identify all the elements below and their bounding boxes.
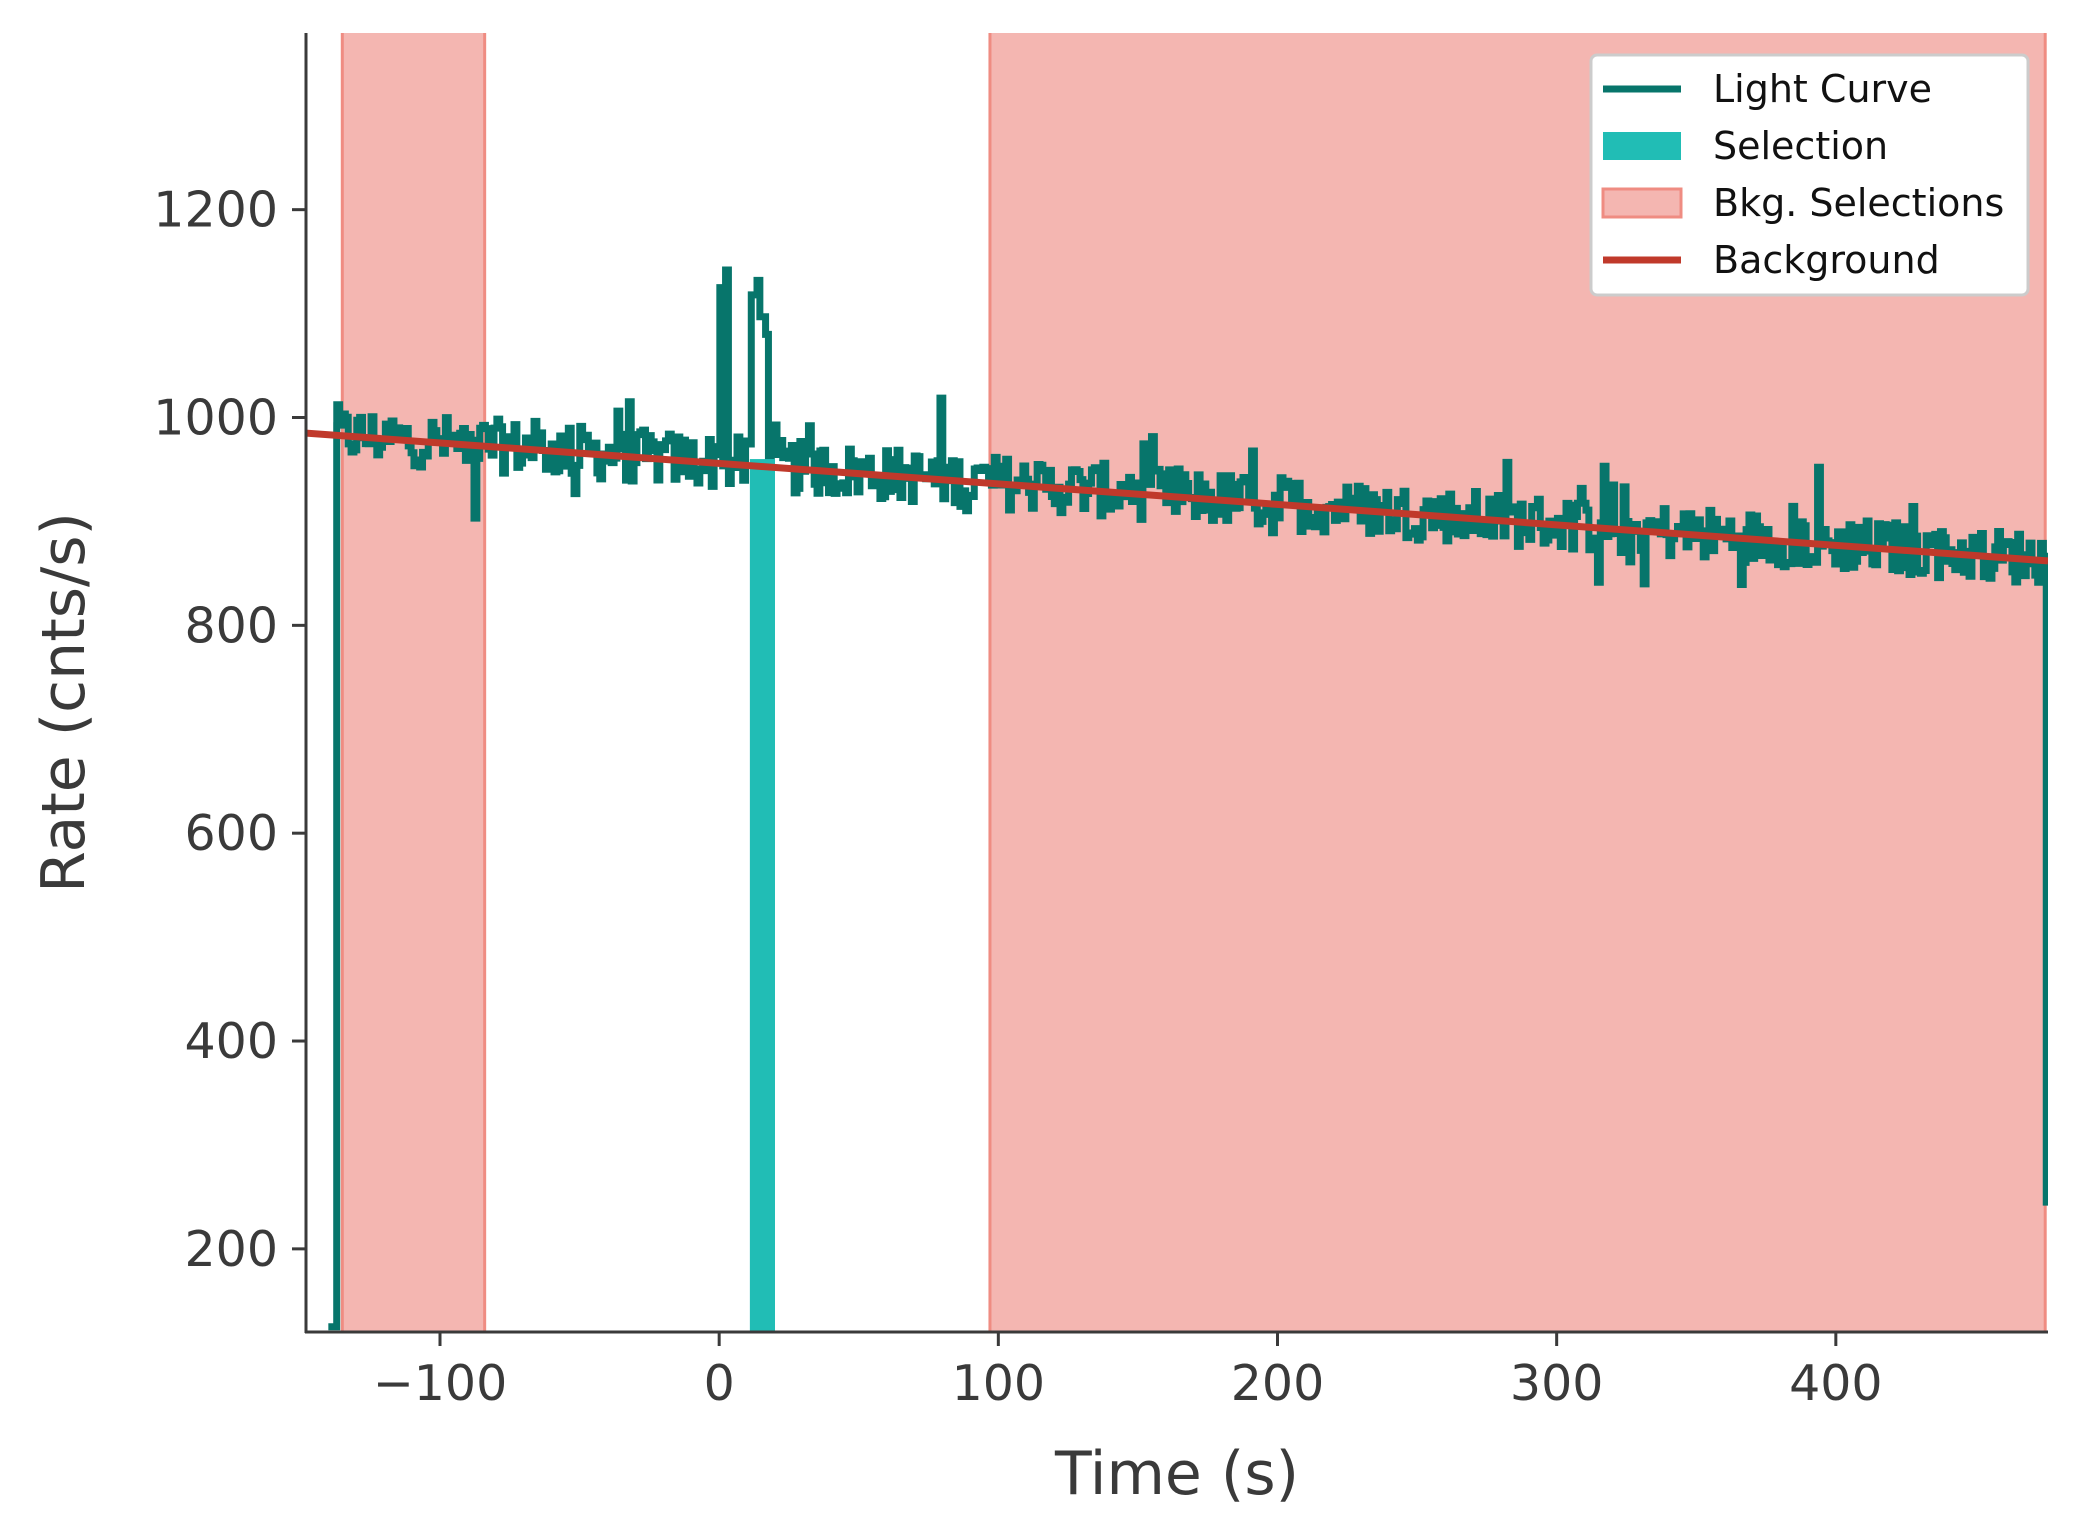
y-axis-label: Rate (cnts/s) xyxy=(29,512,99,893)
plot-area xyxy=(306,33,2048,1332)
background-fit-line xyxy=(306,429,2048,565)
legend-selection-label: Selection xyxy=(1713,124,1888,168)
y-axis-ticks: 200 400 600 800 1000 1200 xyxy=(153,182,306,1278)
x-axis-ticks: −100 0 100 200 300 400 xyxy=(373,1332,1883,1412)
axes xyxy=(304,33,2048,1334)
y-tick-label: 800 xyxy=(184,597,278,654)
legend-background-label: Background xyxy=(1713,238,1940,282)
legend: Light Curve Selection Bkg. Selections Ba… xyxy=(1589,53,2030,297)
legend-box xyxy=(1589,53,2030,297)
x-axis-label: Time (s) xyxy=(1054,1439,1299,1509)
bkg-selection-region-0 xyxy=(342,33,485,1332)
x-tick-label: 200 xyxy=(1231,1355,1325,1412)
legend-bkg-selections-swatch xyxy=(1601,187,1683,219)
y-tick-label: 1000 xyxy=(153,390,278,447)
y-tick-label: 200 xyxy=(184,1221,278,1278)
y-tick-label: 400 xyxy=(184,1013,278,1070)
x-tick-label: 400 xyxy=(1789,1355,1883,1412)
legend-bkg-selections-label: Bkg. Selections xyxy=(1713,181,2004,225)
x-tick-label: 300 xyxy=(1510,1355,1604,1412)
y-tick-label: 600 xyxy=(184,805,278,862)
legend-light-curve-label: Light Curve xyxy=(1713,67,1932,111)
x-tick-label: 100 xyxy=(952,1355,1046,1412)
background-series xyxy=(306,429,2048,565)
legend-selection-swatch xyxy=(1603,132,1681,160)
x-tick-label: 0 xyxy=(704,1355,735,1412)
y-tick-label: 1200 xyxy=(153,182,278,239)
x-tick-label: −100 xyxy=(373,1355,508,1412)
selection-band xyxy=(749,459,775,1332)
selection-series xyxy=(749,459,775,1332)
